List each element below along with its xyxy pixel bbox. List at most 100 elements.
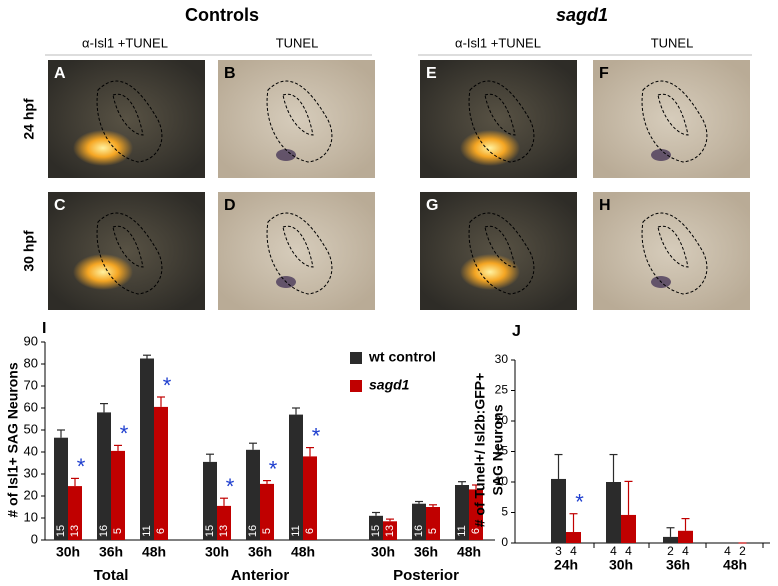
x-tick-label: 36h: [248, 544, 272, 560]
panel-letter: H: [599, 197, 611, 214]
n-label: 6: [155, 528, 167, 534]
bar: [606, 482, 621, 543]
bar: [303, 456, 317, 540]
bar: [289, 414, 303, 540]
x-tick-label: 36h: [99, 544, 123, 560]
n-label: 4: [610, 544, 617, 558]
column-header: TUNEL: [276, 35, 319, 50]
x-tick-label: 36h: [666, 557, 690, 573]
bar: [426, 507, 440, 540]
x-tick-label: 48h: [457, 544, 481, 560]
signal: [460, 130, 520, 166]
panel-letter: B: [224, 65, 236, 82]
micrograph: [48, 60, 205, 178]
panel-letter: A: [54, 65, 66, 82]
legend-label: wt control: [368, 349, 436, 365]
panel-letter: C: [54, 197, 66, 214]
outline: [282, 225, 314, 268]
bar: [260, 483, 274, 540]
panel-letter: I: [42, 320, 46, 337]
n-label: 16: [247, 525, 259, 537]
outline: [468, 80, 535, 163]
n-label: 4: [724, 544, 731, 558]
micrograph: [218, 192, 375, 310]
y-tick-label: 20: [24, 487, 38, 502]
y-tick-label: 30: [24, 465, 38, 480]
y-tick-label: 10: [495, 474, 509, 488]
bar: [54, 437, 68, 540]
bar: [154, 406, 168, 540]
x-tick-label: 48h: [142, 544, 166, 560]
y-tick-label: 40: [24, 443, 38, 458]
x-tick-label: 30h: [609, 557, 633, 573]
y-tick-label: 60: [24, 399, 38, 414]
bar: [469, 489, 483, 540]
y-tick-label: 0: [501, 535, 508, 549]
bar: [97, 412, 111, 540]
bar: [566, 532, 581, 543]
x-tick-label: 30h: [56, 544, 80, 560]
row-label: 30 hpf: [21, 230, 37, 272]
x-tick-label: 36h: [414, 544, 438, 560]
group-label: Anterior: [231, 567, 290, 584]
n-label: 6: [470, 528, 482, 534]
outline: [266, 80, 333, 163]
significance: *: [269, 456, 278, 481]
n-label: 4: [570, 544, 577, 558]
image-panels: A B E F C D G H: [48, 60, 750, 310]
n-label: 13: [218, 525, 230, 537]
outline: [484, 93, 516, 136]
outline: [266, 212, 333, 295]
significance: *: [120, 421, 129, 446]
n-label: 13: [384, 525, 396, 537]
y-tick-label: 0: [31, 531, 38, 546]
bar: [111, 450, 125, 540]
n-label: 16: [413, 525, 425, 537]
y-axis-label: # of Isl1+ SAG Neurons: [5, 362, 21, 517]
group-title: sagd1: [556, 5, 608, 25]
legend-label: sagd1: [369, 377, 410, 393]
y-tick-label: 50: [24, 421, 38, 436]
panel-letter: F: [599, 65, 609, 82]
y-tick-label: 25: [495, 383, 509, 397]
micrograph: [48, 192, 205, 310]
bar: [551, 478, 566, 543]
significance: *: [163, 373, 172, 398]
bar: [621, 514, 636, 543]
n-label: 11: [456, 525, 468, 536]
y-tick-label: 10: [24, 509, 38, 524]
n-label: 11: [290, 525, 302, 536]
legend-swatch: [350, 380, 362, 392]
panel-letter: D: [224, 197, 236, 214]
bar: [663, 536, 678, 543]
n-label: 4: [682, 544, 689, 558]
bar: [412, 503, 426, 540]
outline: [112, 225, 144, 268]
micrograph: [420, 192, 577, 310]
bar: [383, 521, 397, 540]
y-tick-label: 80: [24, 355, 38, 370]
outline: [657, 225, 689, 268]
outline: [484, 225, 516, 268]
n-label: 15: [55, 525, 67, 537]
n-label: 5: [112, 528, 124, 534]
y-axis-label: SAG Neurons: [490, 404, 506, 495]
stain: [651, 149, 671, 161]
panel-letter: J: [512, 323, 521, 340]
micrograph: [593, 60, 750, 178]
outline: [641, 80, 708, 163]
group-label: Total: [94, 567, 129, 584]
n-label: 15: [204, 525, 216, 537]
x-tick-label: 48h: [291, 544, 315, 560]
legend-swatch: [350, 352, 362, 364]
group-label: Posterior: [393, 567, 459, 584]
n-label: 11: [141, 525, 153, 536]
panel-letter: E: [426, 65, 437, 82]
outline: [641, 212, 708, 295]
n-label: 2: [667, 544, 674, 558]
bar: [140, 358, 154, 540]
signal: [73, 254, 133, 290]
n-label: 5: [427, 528, 439, 534]
bar: [455, 485, 469, 540]
